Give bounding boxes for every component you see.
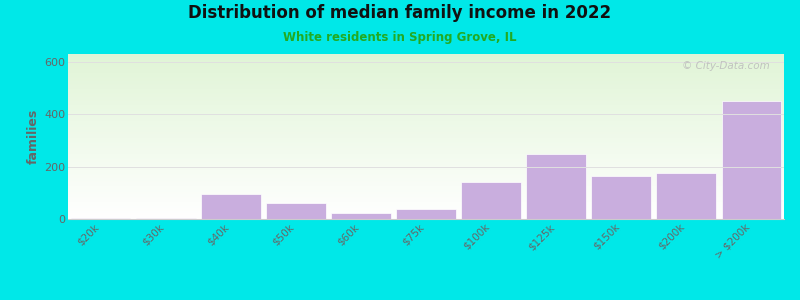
Bar [331,213,391,219]
Bar [461,182,521,219]
Text: White residents in Spring Grove, IL: White residents in Spring Grove, IL [283,32,517,44]
Text: Distribution of median family income in 2022: Distribution of median family income in … [189,4,611,22]
Bar [201,194,261,219]
Bar [526,154,586,219]
Y-axis label: families: families [27,109,40,164]
Text: © City-Data.com: © City-Data.com [682,61,770,70]
Bar [70,218,130,219]
Bar [722,101,782,219]
Bar [591,176,651,219]
Bar [266,203,326,219]
Bar [657,173,716,219]
Bar [136,218,195,219]
Bar [396,209,456,219]
